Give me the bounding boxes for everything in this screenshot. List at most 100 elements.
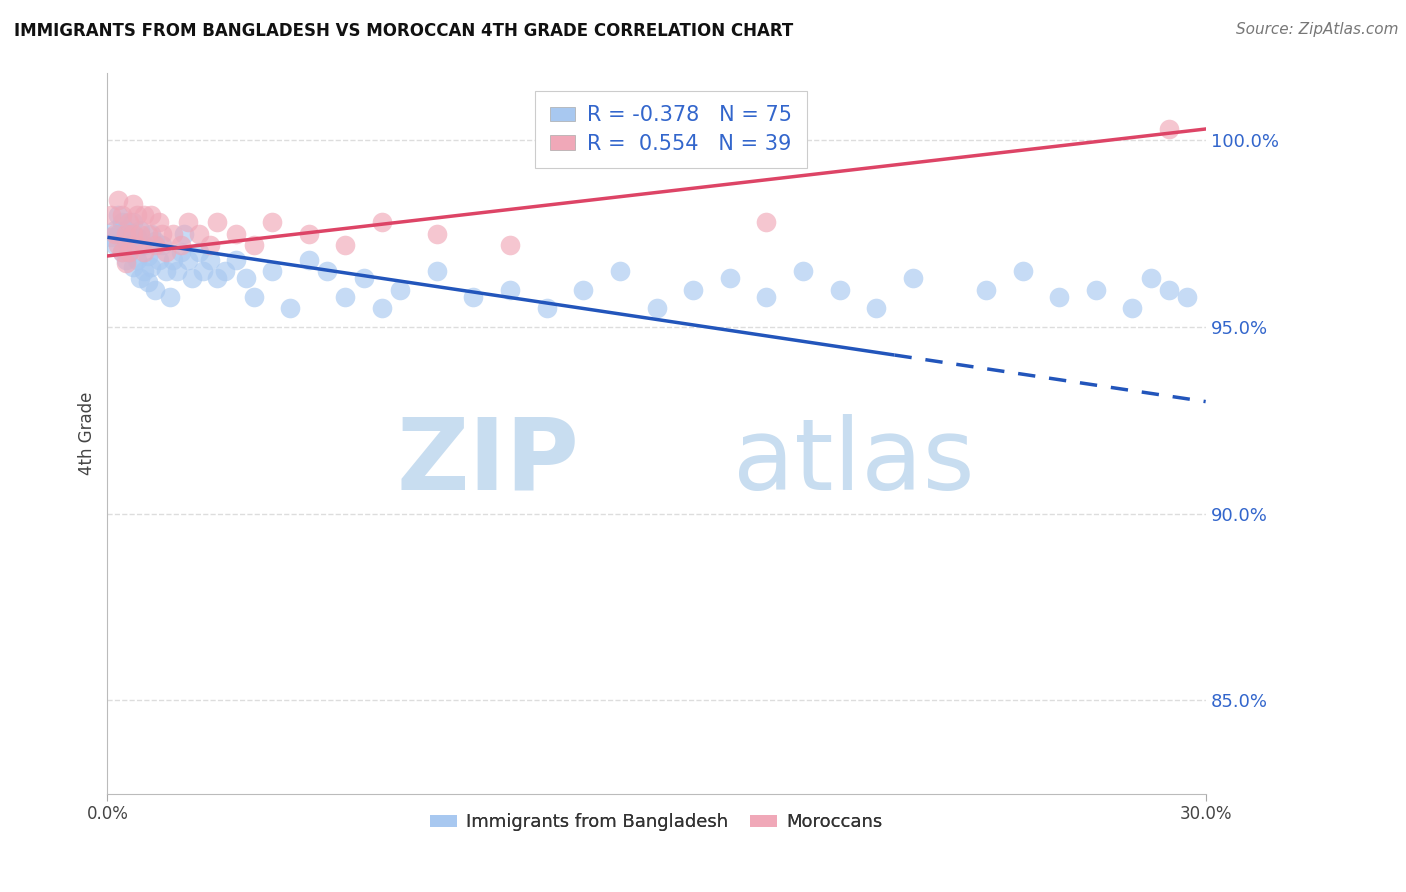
Point bbox=[114, 256, 136, 270]
Point bbox=[129, 227, 152, 241]
Point bbox=[298, 227, 321, 241]
Point bbox=[187, 227, 209, 241]
Point bbox=[243, 237, 266, 252]
Point bbox=[107, 227, 129, 241]
Point bbox=[114, 252, 136, 267]
Point bbox=[173, 227, 195, 241]
Point bbox=[1175, 290, 1198, 304]
Point bbox=[107, 208, 129, 222]
Text: atlas: atlas bbox=[734, 414, 974, 510]
Point bbox=[177, 252, 200, 267]
Legend: Immigrants from Bangladesh, Moroccans: Immigrants from Bangladesh, Moroccans bbox=[423, 806, 890, 838]
Point bbox=[609, 264, 631, 278]
Point bbox=[426, 227, 449, 241]
Point bbox=[499, 283, 522, 297]
Point bbox=[100, 230, 122, 244]
Point bbox=[132, 264, 155, 278]
Point bbox=[180, 271, 202, 285]
Point bbox=[828, 283, 851, 297]
Point bbox=[1121, 301, 1143, 316]
Point bbox=[792, 264, 814, 278]
Text: IMMIGRANTS FROM BANGLADESH VS MOROCCAN 4TH GRADE CORRELATION CHART: IMMIGRANTS FROM BANGLADESH VS MOROCCAN 4… bbox=[14, 22, 793, 40]
Point bbox=[371, 215, 394, 229]
Point bbox=[122, 237, 145, 252]
Point bbox=[111, 215, 134, 229]
Point bbox=[132, 245, 155, 260]
Point bbox=[125, 252, 148, 267]
Point bbox=[335, 290, 357, 304]
Point bbox=[191, 264, 214, 278]
Point bbox=[122, 215, 145, 229]
Y-axis label: 4th Grade: 4th Grade bbox=[79, 392, 96, 475]
Point bbox=[132, 208, 155, 222]
Point bbox=[143, 234, 166, 248]
Point bbox=[150, 227, 173, 241]
Point bbox=[316, 264, 339, 278]
Point bbox=[114, 223, 136, 237]
Point bbox=[107, 193, 129, 207]
Point bbox=[104, 227, 127, 241]
Point bbox=[214, 264, 236, 278]
Text: Source: ZipAtlas.com: Source: ZipAtlas.com bbox=[1236, 22, 1399, 37]
Point bbox=[1047, 290, 1070, 304]
Point bbox=[162, 227, 184, 241]
Point bbox=[125, 237, 148, 252]
Point bbox=[198, 252, 221, 267]
Point bbox=[682, 283, 704, 297]
Point bbox=[353, 271, 375, 285]
Point bbox=[129, 223, 152, 237]
Point bbox=[536, 301, 558, 316]
Point bbox=[118, 227, 141, 241]
Point bbox=[136, 249, 159, 263]
Point bbox=[243, 290, 266, 304]
Point bbox=[111, 208, 134, 222]
Point bbox=[100, 208, 122, 222]
Point bbox=[1157, 283, 1180, 297]
Point bbox=[141, 227, 163, 241]
Point bbox=[755, 215, 778, 229]
Point bbox=[901, 271, 924, 285]
Point bbox=[1011, 264, 1033, 278]
Point bbox=[114, 234, 136, 248]
Point bbox=[463, 290, 485, 304]
Point bbox=[162, 252, 184, 267]
Point bbox=[225, 227, 247, 241]
Point bbox=[104, 237, 127, 252]
Point bbox=[335, 237, 357, 252]
Point bbox=[205, 271, 228, 285]
Point bbox=[389, 283, 412, 297]
Point bbox=[155, 264, 177, 278]
Point bbox=[150, 237, 173, 252]
Point bbox=[166, 264, 188, 278]
Point bbox=[235, 271, 257, 285]
Point bbox=[169, 237, 191, 252]
Point bbox=[143, 237, 166, 252]
Point bbox=[118, 215, 141, 229]
Point bbox=[499, 237, 522, 252]
Point bbox=[122, 196, 145, 211]
Point bbox=[262, 215, 284, 229]
Point bbox=[718, 271, 741, 285]
Point bbox=[111, 245, 134, 260]
Point bbox=[155, 245, 177, 260]
Point bbox=[1157, 122, 1180, 136]
Point bbox=[122, 260, 145, 275]
Point bbox=[129, 271, 152, 285]
Point bbox=[262, 264, 284, 278]
Point bbox=[755, 290, 778, 304]
Point bbox=[865, 301, 887, 316]
Point bbox=[143, 283, 166, 297]
Point bbox=[187, 245, 209, 260]
Point bbox=[198, 237, 221, 252]
Point bbox=[169, 245, 191, 260]
Point bbox=[1139, 271, 1161, 285]
Point bbox=[205, 215, 228, 229]
Point bbox=[159, 290, 181, 304]
Point bbox=[1084, 283, 1107, 297]
Point bbox=[122, 227, 145, 241]
Point bbox=[141, 260, 163, 275]
Point bbox=[104, 223, 127, 237]
Point bbox=[426, 264, 449, 278]
Point bbox=[111, 245, 134, 260]
Point bbox=[572, 283, 595, 297]
